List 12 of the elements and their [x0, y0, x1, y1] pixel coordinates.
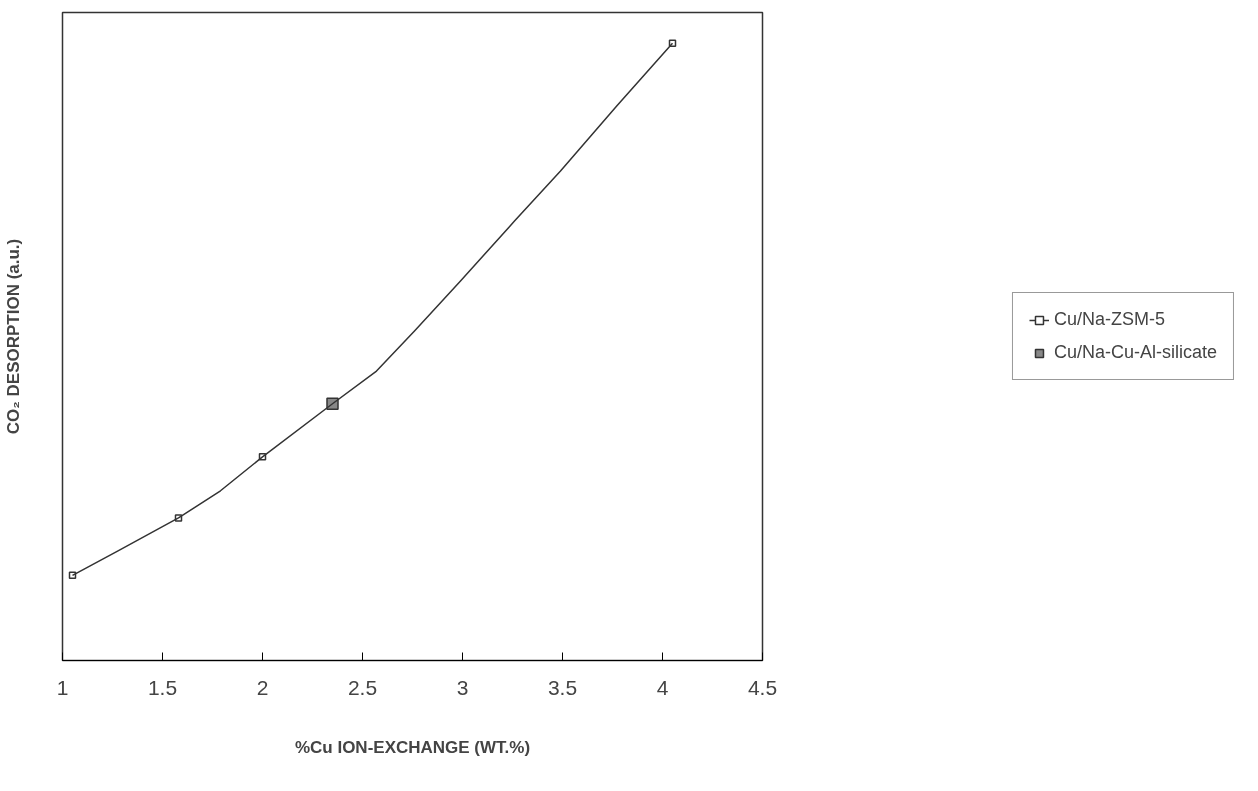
x-axis-title: %Cu ION-EXCHANGE (WT.%) — [294, 737, 531, 757]
x-tick-label: 1.5 — [147, 675, 178, 699]
x-tick-label: 2 — [256, 675, 269, 699]
x-tick-label: 1 — [56, 675, 69, 699]
x-tick-label: 3.5 — [547, 675, 578, 699]
x-tick-label: 3 — [456, 675, 469, 699]
y-axis-title: CO₂ DESORPTION (a.u.) — [3, 238, 23, 435]
legend-label: Cu/Na-Cu-Al-silicate — [1053, 342, 1218, 363]
x-tick-label: 4.5 — [747, 675, 778, 699]
x-tick-label: 2.5 — [347, 675, 378, 699]
legend-label: Cu/Na-ZSM-5 — [1053, 309, 1165, 330]
x-tick-label: 4 — [656, 675, 669, 699]
